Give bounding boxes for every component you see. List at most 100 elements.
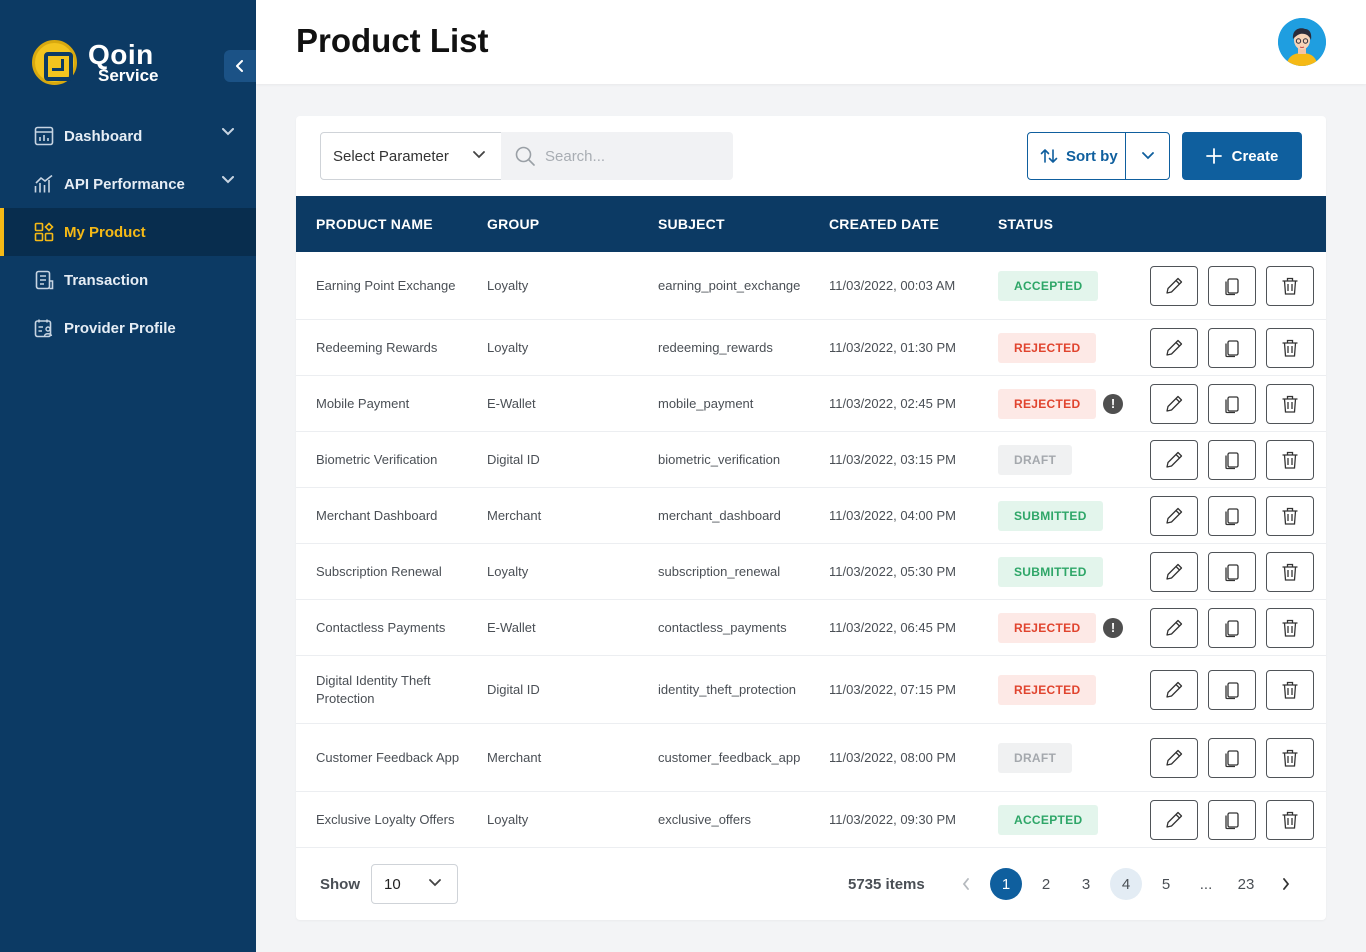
sidebar-item-my-product[interactable]: My Product bbox=[0, 208, 256, 256]
brand-logo[interactable]: Qoin Service bbox=[32, 40, 159, 85]
trash-icon bbox=[1282, 395, 1298, 413]
duplicate-button[interactable] bbox=[1208, 383, 1256, 424]
sidebar-item-provider-profile[interactable]: Provider Profile bbox=[0, 304, 256, 352]
duplicate-button[interactable] bbox=[1208, 669, 1256, 710]
edit-button[interactable] bbox=[1150, 607, 1198, 648]
page-size-select[interactable]: 10 bbox=[371, 864, 458, 904]
duplicate-button[interactable] bbox=[1208, 265, 1256, 306]
pagination-next-button[interactable] bbox=[1270, 868, 1302, 900]
status-badge: REJECTED bbox=[998, 674, 1097, 705]
edit-button[interactable] bbox=[1150, 265, 1198, 306]
subject-cell: redeeming_rewards bbox=[658, 339, 773, 355]
sidebar-item-label: Transaction bbox=[64, 271, 149, 289]
sort-arrows-icon bbox=[1040, 149, 1058, 163]
edit-button[interactable] bbox=[1150, 439, 1198, 480]
select-parameter-dropdown[interactable]: Select Parameter bbox=[320, 132, 502, 180]
status-badge: SUBMITTED bbox=[998, 500, 1103, 531]
pagination-page[interactable]: 4 bbox=[1110, 868, 1142, 900]
edit-button[interactable] bbox=[1150, 669, 1198, 710]
edit-button[interactable] bbox=[1150, 799, 1198, 840]
chevron-right-icon bbox=[1283, 878, 1290, 890]
product-name-cell: Earning Point Exchange bbox=[316, 277, 456, 293]
pagination-prev-button[interactable] bbox=[950, 868, 982, 900]
receipt-icon bbox=[34, 270, 54, 290]
column-header-status[interactable]: STATUS bbox=[998, 216, 1054, 232]
brand-name: Qoin bbox=[88, 39, 154, 70]
created-date-cell: 11/03/2022, 07:15 PM bbox=[829, 681, 956, 697]
sidebar-item-api-performance[interactable]: API Performance bbox=[0, 160, 256, 208]
pencil-icon bbox=[1166, 563, 1183, 580]
pencil-icon bbox=[1166, 507, 1183, 524]
delete-button[interactable] bbox=[1266, 495, 1314, 536]
create-button[interactable]: Create bbox=[1182, 132, 1302, 180]
warning-icon[interactable]: ! bbox=[1103, 617, 1123, 638]
group-cell: E-Wallet bbox=[487, 395, 536, 411]
created-date-cell: 11/03/2022, 01:30 PM bbox=[829, 339, 956, 355]
sidebar: Qoin Service Dashboard API Performance M… bbox=[0, 0, 256, 952]
pencil-icon bbox=[1166, 277, 1183, 294]
copy-icon bbox=[1225, 563, 1239, 581]
chevron-left-icon bbox=[236, 60, 243, 72]
sidebar-item-label: Dashboard bbox=[64, 127, 143, 145]
subject-cell: subscription_renewal bbox=[658, 563, 781, 579]
sort-by-button[interactable]: Sort by bbox=[1027, 132, 1126, 180]
qoin-logo-icon bbox=[32, 40, 77, 85]
table-row: Mobile Payment E-Wallet mobile_payment 11/0… bbox=[296, 376, 1326, 432]
collapse-sidebar-button[interactable] bbox=[224, 50, 256, 82]
pencil-icon bbox=[1166, 811, 1183, 828]
search-input[interactable] bbox=[545, 147, 715, 165]
edit-button[interactable] bbox=[1150, 327, 1198, 368]
duplicate-button[interactable] bbox=[1208, 439, 1256, 480]
page-size-value: 10 bbox=[384, 875, 401, 893]
column-header-product-name[interactable]: PRODUCT NAME bbox=[316, 216, 433, 232]
created-date-cell: 11/03/2022, 02:45 PM bbox=[829, 395, 956, 411]
chevron-down-icon bbox=[473, 151, 485, 159]
delete-button[interactable] bbox=[1266, 327, 1314, 368]
column-header-subject[interactable]: SUBJECT bbox=[658, 216, 725, 232]
pagination-page[interactable]: 3 bbox=[1081, 875, 1091, 893]
delete-button[interactable] bbox=[1266, 669, 1314, 710]
sidebar-item-transaction[interactable]: Transaction bbox=[0, 256, 256, 304]
copy-icon bbox=[1225, 451, 1239, 469]
edit-button[interactable] bbox=[1150, 383, 1198, 424]
pagination-page[interactable]: 2 bbox=[1041, 875, 1051, 893]
created-date-cell: 11/03/2022, 04:00 PM bbox=[829, 507, 956, 523]
pagination-page[interactable]: 1 bbox=[990, 868, 1022, 900]
profile-doc-icon bbox=[34, 318, 54, 338]
duplicate-button[interactable] bbox=[1208, 495, 1256, 536]
group-cell: Loyalty bbox=[487, 563, 529, 579]
status-badge: REJECTED bbox=[998, 332, 1097, 363]
edit-button[interactable] bbox=[1150, 495, 1198, 536]
delete-button[interactable] bbox=[1266, 551, 1314, 592]
duplicate-button[interactable] bbox=[1208, 327, 1256, 368]
pagination-page[interactable]: 23 bbox=[1237, 875, 1255, 893]
delete-button[interactable] bbox=[1266, 737, 1314, 778]
user-avatar[interactable] bbox=[1278, 18, 1326, 66]
delete-button[interactable] bbox=[1266, 607, 1314, 648]
sort-direction-dropdown[interactable] bbox=[1125, 132, 1170, 180]
group-cell: Loyalty bbox=[487, 277, 529, 293]
edit-button[interactable] bbox=[1150, 551, 1198, 592]
warning-icon[interactable]: ! bbox=[1103, 393, 1123, 414]
pagination-page[interactable]: 5 bbox=[1161, 875, 1171, 893]
subject-cell: biometric_verification bbox=[658, 451, 781, 467]
delete-button[interactable] bbox=[1266, 799, 1314, 840]
avatar-person-icon bbox=[1278, 18, 1326, 66]
duplicate-button[interactable] bbox=[1208, 737, 1256, 778]
duplicate-button[interactable] bbox=[1208, 551, 1256, 592]
page-title: Product List bbox=[296, 22, 489, 59]
trash-icon bbox=[1282, 507, 1298, 525]
delete-button[interactable] bbox=[1266, 265, 1314, 306]
column-header-created-date[interactable]: CREATED DATE bbox=[829, 216, 939, 232]
product-name-cell: Redeeming Rewards bbox=[316, 339, 438, 355]
product-name-cell: Subscription Renewal bbox=[316, 563, 442, 579]
column-header-group[interactable]: GROUP bbox=[487, 216, 540, 232]
delete-button[interactable] bbox=[1266, 383, 1314, 424]
duplicate-button[interactable] bbox=[1208, 607, 1256, 648]
duplicate-button[interactable] bbox=[1208, 799, 1256, 840]
delete-button[interactable] bbox=[1266, 439, 1314, 480]
product-name-cell: Customer Feedback App bbox=[316, 749, 460, 765]
created-date-cell: 11/03/2022, 00:03 AM bbox=[829, 277, 956, 293]
edit-button[interactable] bbox=[1150, 737, 1198, 778]
sidebar-item-dashboard[interactable]: Dashboard bbox=[0, 112, 256, 160]
